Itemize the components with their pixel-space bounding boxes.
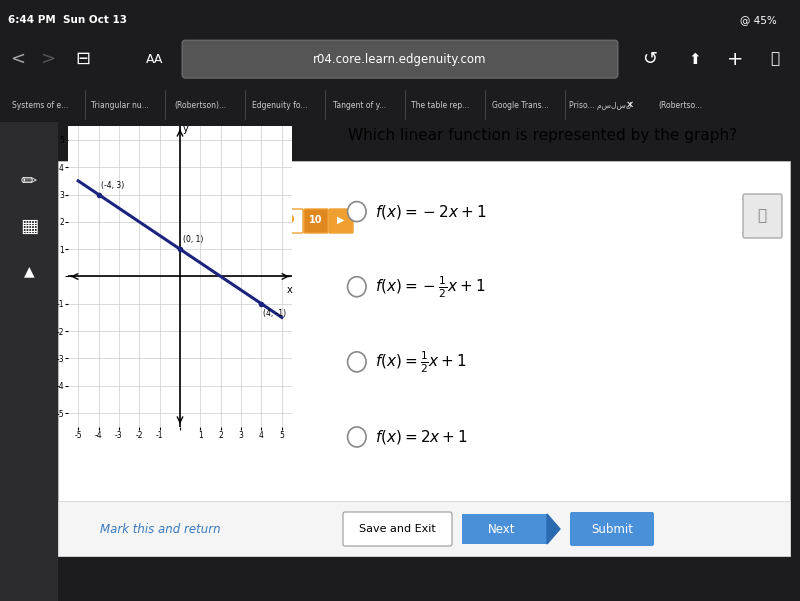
Text: 7: 7 <box>238 215 244 225</box>
Text: (Robertso...: (Robertso... <box>658 100 702 109</box>
FancyBboxPatch shape <box>79 209 103 233</box>
FancyBboxPatch shape <box>58 501 790 556</box>
FancyBboxPatch shape <box>104 209 128 233</box>
Text: <: < <box>10 50 26 68</box>
FancyBboxPatch shape <box>182 40 618 78</box>
Polygon shape <box>547 514 560 544</box>
Text: Next: Next <box>488 522 516 535</box>
Text: 8: 8 <box>262 215 270 225</box>
FancyBboxPatch shape <box>343 512 452 546</box>
FancyBboxPatch shape <box>279 209 303 233</box>
Text: Google Trans...: Google Trans... <box>492 100 548 109</box>
FancyBboxPatch shape <box>254 209 278 233</box>
Text: 6: 6 <box>213 215 219 225</box>
FancyBboxPatch shape <box>229 209 253 233</box>
Text: Active: Active <box>180 192 218 204</box>
Text: 3: 3 <box>138 215 144 225</box>
FancyBboxPatch shape <box>329 209 353 233</box>
Text: Which linear function is represented by the graph?: Which linear function is represented by … <box>347 128 737 142</box>
Text: 1: 1 <box>88 215 94 225</box>
Text: $f(x) = -\frac{1}{2}x + 1$: $f(x) = -\frac{1}{2}x + 1$ <box>375 274 486 299</box>
Text: ▲: ▲ <box>24 264 34 278</box>
Text: (0, 1): (0, 1) <box>183 236 203 245</box>
Circle shape <box>347 352 366 372</box>
Circle shape <box>347 427 366 447</box>
Circle shape <box>347 276 366 297</box>
Text: Edgenuity fo...: Edgenuity fo... <box>252 100 308 109</box>
Text: (Robertson)...: (Robertson)... <box>174 100 226 109</box>
Text: ↺: ↺ <box>642 50 658 68</box>
Text: ⊟: ⊟ <box>75 50 90 68</box>
Text: +: + <box>726 50 743 69</box>
FancyBboxPatch shape <box>154 209 178 233</box>
Text: (4, -1): (4, -1) <box>263 309 286 318</box>
Text: 6:44 PM  Sun Oct 13: 6:44 PM Sun Oct 13 <box>8 14 127 25</box>
Text: Unit Test Review: Unit Test Review <box>80 192 197 204</box>
Text: Unit Test: Unit Test <box>80 166 178 186</box>
FancyBboxPatch shape <box>462 514 547 544</box>
FancyBboxPatch shape <box>570 512 654 546</box>
Text: Triangular nu...: Triangular nu... <box>91 100 149 109</box>
Text: Systems of e...: Systems of e... <box>12 100 68 109</box>
Text: Submit: Submit <box>591 522 633 535</box>
Text: Mark this and return: Mark this and return <box>100 522 221 535</box>
Text: 4: 4 <box>162 215 170 225</box>
Text: ✕: ✕ <box>626 100 634 110</box>
FancyBboxPatch shape <box>743 194 782 238</box>
FancyBboxPatch shape <box>58 161 790 556</box>
Text: ✏: ✏ <box>21 171 37 191</box>
Text: >: > <box>41 50 55 68</box>
Text: 9: 9 <box>288 215 294 225</box>
Text: The table rep...: The table rep... <box>411 100 469 109</box>
Text: x: x <box>287 285 293 295</box>
Text: Priso... مسلسل: Priso... مسلسل <box>569 100 631 109</box>
Text: 🔒: 🔒 <box>758 209 766 224</box>
Text: ▦: ▦ <box>20 216 38 236</box>
Text: Save and Exit: Save and Exit <box>359 524 436 534</box>
Text: ⧉: ⧉ <box>770 52 779 67</box>
Text: 10: 10 <box>310 215 322 225</box>
Text: ▶: ▶ <box>338 215 345 225</box>
Text: AA: AA <box>146 53 164 66</box>
FancyBboxPatch shape <box>179 209 203 233</box>
Text: 2: 2 <box>113 215 119 225</box>
Text: 5: 5 <box>188 215 194 225</box>
Text: r04.core.learn.edgenuity.com: r04.core.learn.edgenuity.com <box>314 53 486 66</box>
FancyBboxPatch shape <box>129 209 153 233</box>
Text: @ 45%: @ 45% <box>740 14 777 25</box>
Circle shape <box>347 201 366 222</box>
FancyBboxPatch shape <box>0 122 58 601</box>
Text: $f(x) = -2x + 1$: $f(x) = -2x + 1$ <box>375 203 486 221</box>
Text: (-4, 3): (-4, 3) <box>101 181 124 190</box>
Text: y: y <box>182 124 188 134</box>
FancyBboxPatch shape <box>304 209 328 233</box>
FancyBboxPatch shape <box>204 209 228 233</box>
Text: $f(x) = 2x + 1$: $f(x) = 2x + 1$ <box>375 428 468 446</box>
Text: $f(x) = \frac{1}{2}x + 1$: $f(x) = \frac{1}{2}x + 1$ <box>375 349 467 374</box>
Text: ⬆: ⬆ <box>689 52 702 67</box>
Text: Tangent of y...: Tangent of y... <box>334 100 386 109</box>
